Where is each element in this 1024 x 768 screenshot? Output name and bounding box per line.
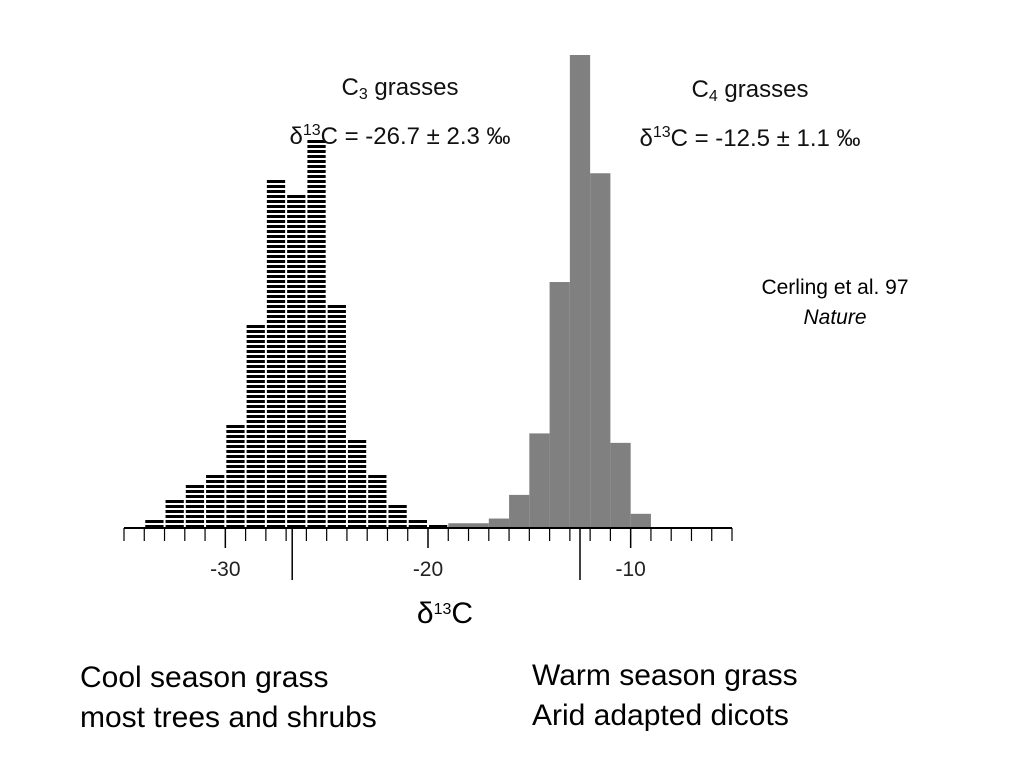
x-tick-label: -10	[615, 558, 645, 581]
c3-bar	[185, 485, 205, 528]
c4-bar	[468, 523, 489, 528]
citation-authors: Cerling et al. 97	[761, 276, 909, 299]
c3-bar	[226, 425, 245, 528]
c4-title: C4 grasses	[691, 76, 809, 105]
c3-bar	[347, 440, 367, 528]
x-axis: -30 -20 -10	[123, 527, 733, 581]
c4-bar	[448, 523, 469, 528]
c3-bar	[368, 475, 387, 528]
cool-season-group: Cool season grass most trees and shrubs	[80, 658, 377, 738]
c3-bar	[388, 505, 407, 528]
c3-bar	[327, 305, 346, 528]
citation: Cerling et al. 97 Nature	[730, 273, 940, 333]
c3-bar	[246, 325, 265, 528]
x-tick-label: -20	[413, 558, 443, 581]
c3-bars	[145, 140, 468, 528]
citation-journal: Nature	[803, 306, 867, 329]
cool-season-line2: most trees and shrubs	[80, 701, 377, 734]
c4-stat: δ13C = -12.5 ± 1.1 ‰	[639, 124, 861, 152]
x-axis-label: δ13C	[416, 597, 474, 630]
c4-annotation: C4 grasses δ13C = -12.5 ± 1.1 ‰	[600, 72, 900, 157]
c4-bar	[569, 55, 591, 528]
cool-season-line1: Cool season grass	[80, 661, 329, 694]
c3-bar	[165, 500, 184, 528]
warm-season-line1: Warm season grass	[532, 659, 798, 692]
c4-bar	[610, 442, 631, 528]
warm-season-line2: Arid adapted dicots	[532, 699, 789, 732]
c4-bar	[590, 173, 611, 528]
warm-season-group: Warm season grass Arid adapted dicots	[532, 656, 798, 736]
c3-bar	[408, 520, 427, 528]
c4-bars	[448, 55, 651, 528]
histogram-chart: -30 -20 -10	[123, 55, 733, 581]
c4-bar	[549, 282, 570, 528]
c4-bar	[529, 433, 550, 528]
c3-bar	[206, 475, 225, 528]
x-tick-label: -30	[210, 558, 240, 581]
c3-stat: δ13C = -26.7 ± 2.3 ‰	[289, 122, 511, 150]
c4-bar	[488, 518, 510, 528]
c3-title: C3 grasses	[341, 74, 459, 103]
c3-bar	[287, 195, 306, 528]
c3-bar	[266, 180, 286, 528]
c3-annotation: C3 grasses δ13C = -26.7 ± 2.3 ‰	[250, 70, 550, 155]
c3-bar	[145, 520, 164, 528]
c3-bar	[307, 140, 326, 528]
c4-bar	[509, 494, 530, 528]
c3-bar	[429, 525, 448, 528]
c4-bar	[630, 513, 651, 528]
